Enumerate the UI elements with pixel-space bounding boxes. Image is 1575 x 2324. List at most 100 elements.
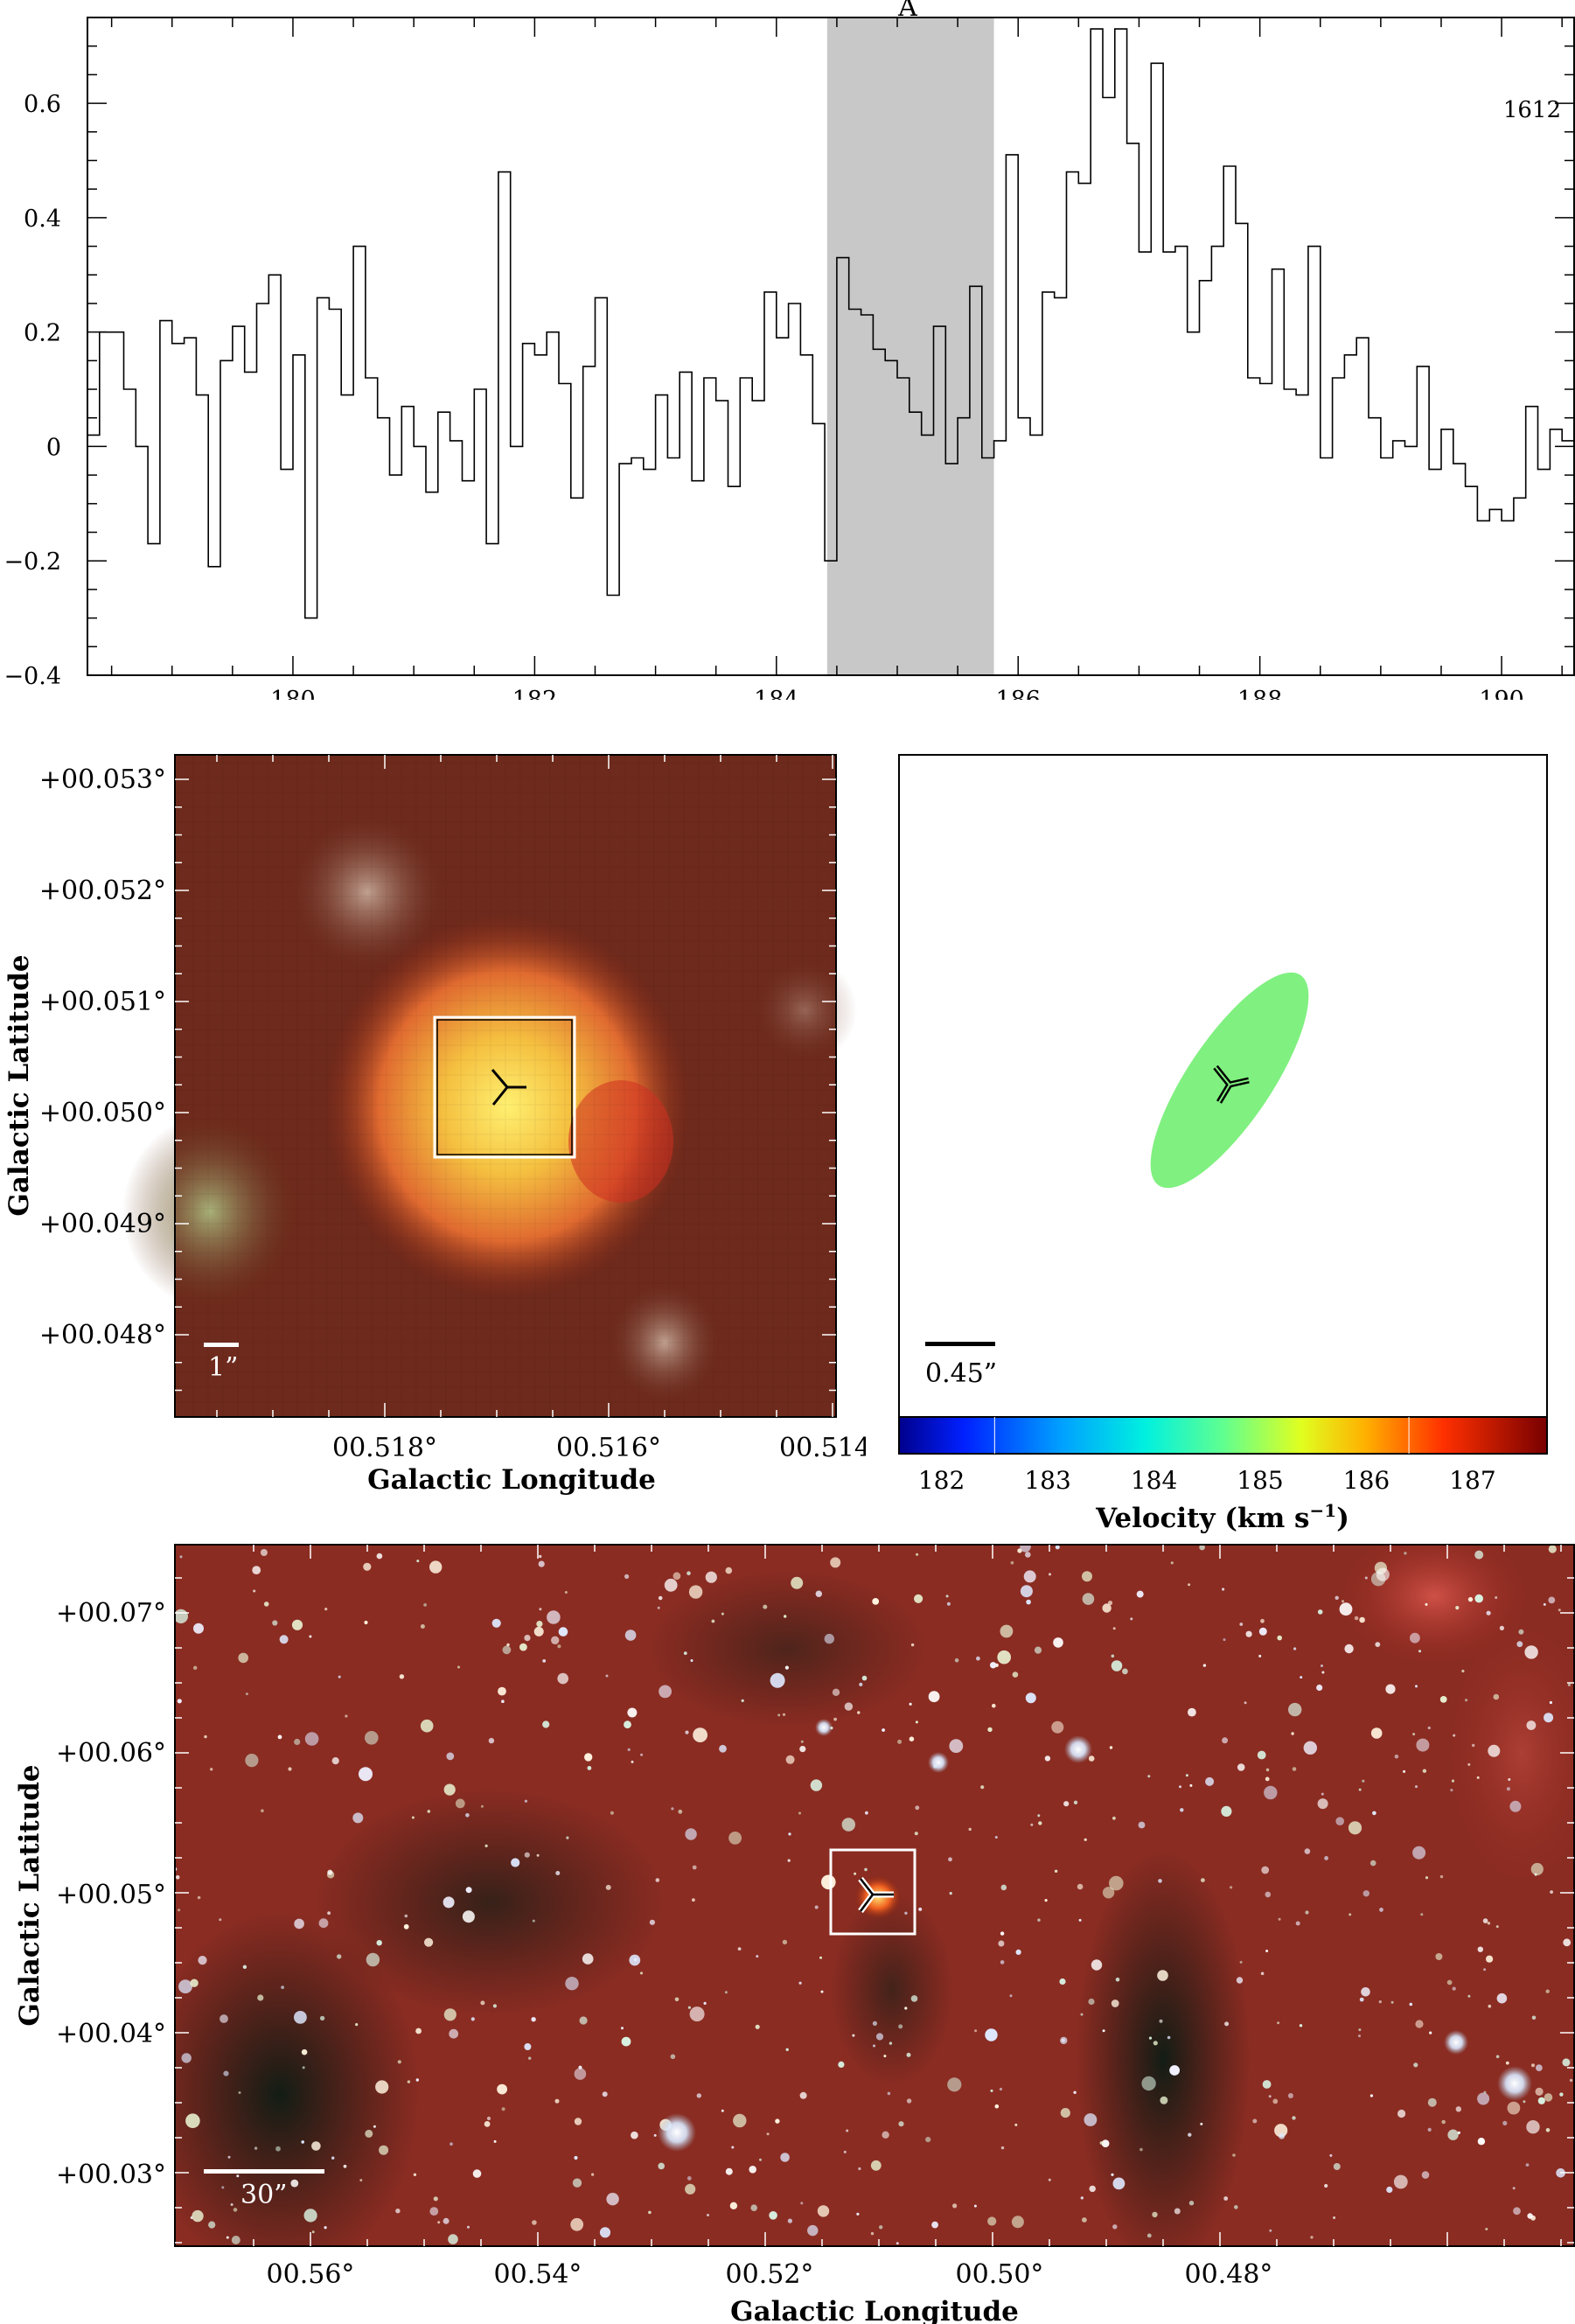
star (692, 1898, 695, 1902)
star (814, 1905, 819, 1909)
x-tick-label: 186 (995, 687, 1041, 700)
star (1200, 2122, 1203, 2125)
star (914, 1832, 918, 1836)
star (472, 2169, 482, 2178)
star (821, 1874, 836, 1890)
star (582, 1953, 594, 1965)
bright-star (1064, 1735, 1092, 1763)
star (875, 2033, 884, 2041)
star (570, 2217, 584, 2231)
star (1232, 2153, 1236, 2157)
star (1531, 2063, 1535, 2068)
x-tick-label: 188 (1237, 687, 1283, 700)
star (1412, 1846, 1426, 1860)
star (294, 2011, 307, 2024)
maser-map-panel: 0.45” 182 183 184 185 186 187 Velocity (km s−… (898, 754, 1548, 1534)
star (1037, 1814, 1041, 1818)
star (1010, 1560, 1014, 1565)
star (1385, 1684, 1396, 1694)
star (696, 2093, 701, 2098)
star (1157, 1970, 1168, 1981)
star (443, 2008, 456, 2021)
star (916, 1553, 919, 1556)
x-tick-label: 182 (512, 687, 558, 700)
star (968, 1827, 972, 1832)
x-tick-label: 180 (270, 687, 316, 700)
star (648, 2210, 652, 2215)
star (331, 1757, 339, 1765)
star (252, 1566, 261, 1574)
star (1509, 1800, 1522, 1812)
star (443, 1783, 456, 1796)
star (281, 1986, 284, 1989)
star (448, 2234, 458, 2244)
star (1292, 2116, 1296, 2120)
star (683, 1651, 687, 1655)
star (1486, 1955, 1494, 1963)
star (1109, 1746, 1113, 1749)
star (1523, 2100, 1526, 2104)
star (685, 1730, 689, 1734)
star (465, 1887, 472, 1894)
star (1304, 1848, 1311, 1854)
star (1185, 1774, 1188, 1777)
star (1530, 1862, 1544, 1876)
star (830, 1557, 841, 1568)
star (1425, 1876, 1429, 1880)
star (1265, 1776, 1270, 1782)
star (584, 1753, 593, 1762)
plot-frame (87, 17, 1575, 676)
star (1000, 1884, 1007, 1891)
star (782, 1939, 788, 1945)
star (1234, 2205, 1238, 2209)
star (948, 1857, 952, 1862)
star (193, 1623, 204, 1634)
spectrum-plot: 180182184186188190 −0.4−0.200.20.40.6 A … (3, 0, 1575, 700)
star (688, 1585, 703, 1599)
star (787, 1859, 791, 1862)
star (711, 1619, 715, 1623)
star (686, 2176, 692, 2181)
star (879, 2225, 883, 2230)
star (375, 2080, 389, 2094)
star (1488, 2004, 1492, 2008)
star (486, 2116, 491, 2121)
star (784, 1665, 790, 1670)
x-tick-label: 00.52° (726, 2259, 814, 2290)
star (364, 1620, 368, 1625)
star (532, 1919, 535, 1923)
star (501, 2107, 505, 2111)
star (782, 1713, 786, 1716)
star (1082, 1593, 1095, 1605)
star (985, 2028, 998, 2041)
star (291, 1619, 303, 1630)
star (413, 2173, 417, 2176)
star (429, 1560, 443, 1574)
star (1277, 2021, 1280, 2025)
star (859, 1682, 863, 1686)
star (223, 2070, 229, 2076)
star (852, 2034, 855, 2037)
star (1359, 1997, 1364, 2002)
star (1465, 1699, 1468, 1702)
star (324, 2226, 327, 2230)
star (493, 2139, 497, 2143)
star (728, 1832, 742, 1845)
star (724, 1991, 728, 1994)
star (976, 1656, 980, 1661)
star (366, 1952, 380, 1967)
star (415, 2078, 419, 2082)
star (994, 1836, 998, 1839)
star (1394, 1754, 1399, 1759)
y-ticks: −0.4 −0.2 0 0.2 0.4 0.6 (3, 17, 1574, 690)
star (605, 1674, 609, 1678)
star (987, 1727, 993, 1733)
star (1153, 2041, 1158, 2046)
star (655, 1878, 660, 1882)
star (1023, 1570, 1036, 1583)
star (1321, 1664, 1323, 1667)
star (785, 1755, 795, 1764)
star (1130, 1617, 1133, 1621)
star (433, 2196, 438, 2202)
star (914, 1594, 923, 1603)
